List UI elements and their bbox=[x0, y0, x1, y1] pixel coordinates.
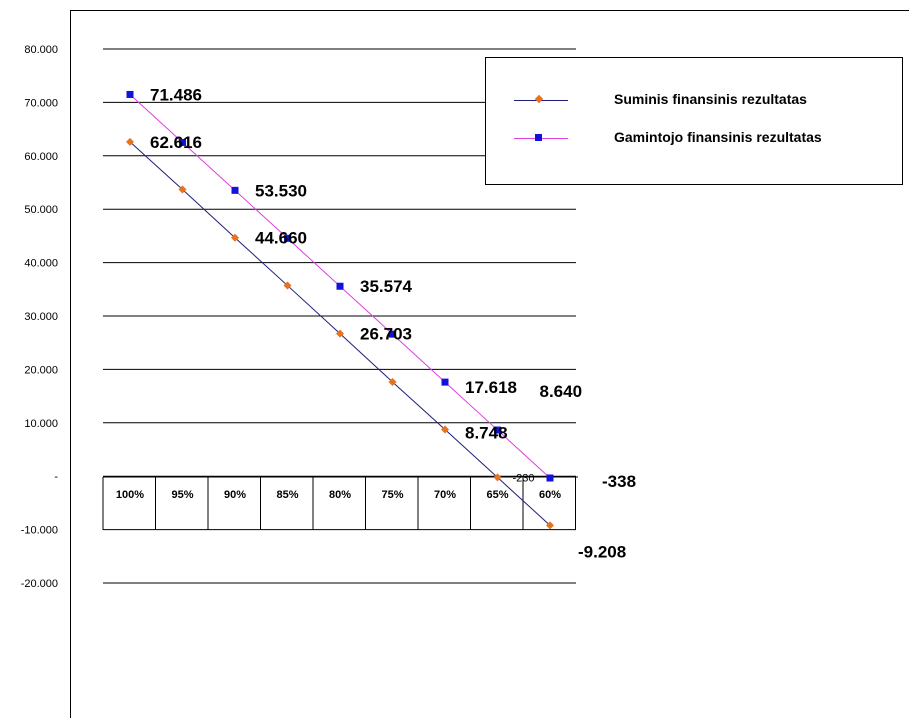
y-tick-label: 40.000 bbox=[24, 258, 58, 270]
data-point-square bbox=[127, 91, 134, 98]
data-label: 44.660 bbox=[255, 229, 307, 248]
legend-item-gamintojo: Gamintojo finansinis rezultatas bbox=[486, 126, 902, 150]
data-label: 8.748 bbox=[465, 423, 508, 442]
data-label: -230 bbox=[513, 472, 535, 484]
data-label: 26.703 bbox=[360, 325, 412, 344]
y-tick-label: 70.000 bbox=[24, 97, 58, 109]
data-point-square bbox=[442, 379, 449, 386]
x-tick-label: 65% bbox=[486, 489, 508, 501]
data-point-square bbox=[337, 283, 344, 290]
data-label: 8.640 bbox=[540, 382, 583, 401]
legend-marker-suminis bbox=[535, 95, 543, 103]
y-tick-label: 60.000 bbox=[24, 151, 58, 163]
y-tick-label: -20.000 bbox=[21, 578, 58, 590]
y-axis: 80.000 70.000 60.000 50.000 40.000 30.000 20.0… bbox=[21, 44, 59, 590]
x-tick-label: 80% bbox=[329, 489, 351, 501]
y-tick-label: 10.000 bbox=[24, 418, 58, 430]
x-tick-label: 95% bbox=[171, 489, 193, 501]
data-label: 71.486 bbox=[150, 85, 202, 104]
data-label: -338 bbox=[602, 472, 636, 491]
y-tick-label: -10.000 bbox=[21, 525, 58, 537]
x-tick-label: 75% bbox=[381, 489, 403, 501]
data-label: 35.574 bbox=[360, 277, 413, 296]
x-tick-label: 60% bbox=[539, 489, 561, 501]
legend-label-suminis: Suminis finansinis rezultatas bbox=[614, 91, 807, 107]
data-label: 62.616 bbox=[150, 133, 202, 152]
x-axis: 100% 95% 90% 85% 80% 75% 70% 65% 60% bbox=[103, 477, 578, 530]
data-label: 53.530 bbox=[255, 181, 307, 200]
legend-label-gamintojo: Gamintojo finansinis rezultatas bbox=[614, 129, 822, 145]
x-tick-label: 100% bbox=[116, 489, 144, 501]
x-tick-label: 70% bbox=[434, 489, 456, 501]
y-tick-label: 50.000 bbox=[24, 204, 58, 216]
y-tick-label: 20.000 bbox=[24, 364, 58, 376]
y-tick-label: 30.000 bbox=[24, 311, 58, 323]
x-tick-label: 90% bbox=[224, 489, 246, 501]
y-tick-label: 80.000 bbox=[24, 44, 58, 56]
data-point-square bbox=[547, 475, 554, 482]
data-label: 17.618 bbox=[465, 378, 517, 397]
legend-item-suminis: Suminis finansinis rezultatas bbox=[486, 88, 902, 112]
legend: Suminis finansinis rezultatas Gamintojo … bbox=[485, 57, 903, 185]
data-point-square bbox=[232, 187, 239, 194]
data-label: -9.208 bbox=[578, 542, 626, 561]
y-tick-label: - bbox=[54, 471, 58, 483]
legend-marker-gamintojo bbox=[535, 134, 542, 141]
x-tick-label: 85% bbox=[276, 489, 298, 501]
